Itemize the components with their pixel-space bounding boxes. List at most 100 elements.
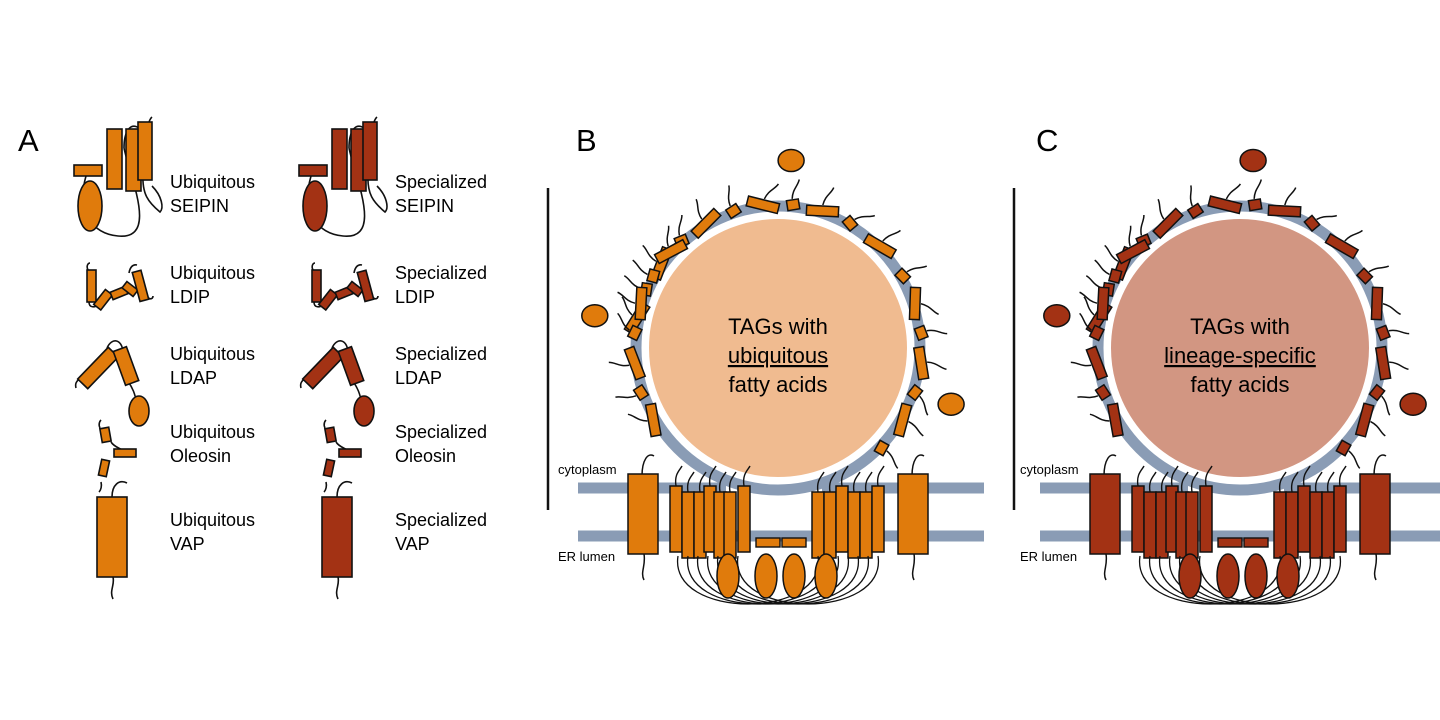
surface-protein — [1267, 187, 1302, 218]
surface-protein — [1152, 198, 1184, 240]
seipin-tm-helix — [723, 491, 737, 559]
vap-protein — [1359, 473, 1391, 555]
seipin-icon — [298, 116, 388, 237]
surface-protein — [1374, 345, 1409, 381]
surface-protein — [653, 225, 689, 265]
vap-icon — [321, 480, 353, 600]
surface-protein — [1247, 179, 1263, 212]
oleosin-icon — [97, 419, 137, 493]
surface-protein — [1077, 383, 1112, 402]
seipin-tm-helix — [1309, 491, 1323, 559]
surface-protein — [785, 179, 801, 212]
legend-label-line2: VAP — [170, 534, 205, 554]
vap-protein — [627, 473, 659, 555]
panel-c-tag-line3: fatty acids — [1190, 372, 1289, 397]
ldip-icon — [86, 262, 154, 311]
seipin-tm-helix — [1131, 485, 1145, 553]
surface-protein — [841, 214, 876, 233]
surface-protein — [805, 187, 840, 218]
panel-b-letter: B — [576, 123, 597, 158]
vap-protein — [897, 473, 929, 555]
legend-label-line1: Specialized — [395, 344, 487, 364]
legend-label-line1: Ubiquitous — [170, 172, 255, 192]
seipin-luminal-domain — [1178, 553, 1202, 599]
seipin-tm-helix — [1321, 491, 1335, 559]
vap-icon — [96, 480, 128, 600]
surface-protein — [906, 383, 929, 416]
ldap-protein — [1239, 148, 1267, 173]
seipin-tm-helix — [669, 485, 683, 553]
panel-b-er-lumen-label: ER lumen — [558, 549, 615, 564]
surface-protein — [1335, 439, 1361, 469]
surface-protein — [912, 345, 947, 381]
legend-label-line2: LDIP — [170, 287, 210, 307]
ldap-protein — [777, 148, 805, 173]
legend-label-line1: Specialized — [395, 263, 487, 283]
legend-label-line1: Specialized — [395, 422, 487, 442]
legend-label-line1: Ubiquitous — [170, 422, 255, 442]
ldap-protein — [937, 392, 965, 416]
surface-protein — [862, 229, 901, 260]
legend-specialized: Specialized SEIPIN Specialized LDIP Speciali… — [298, 116, 487, 600]
surface-protein — [1186, 185, 1205, 220]
panel-c-cytoplasm-label: cytoplasm — [1020, 462, 1079, 477]
panel-b-tag-line1: TAGs with — [728, 314, 828, 339]
seipin-hairpin — [755, 537, 781, 548]
seipin-tm-helix — [737, 485, 751, 553]
legend-label-line2: SEIPIN — [170, 196, 229, 216]
surface-protein — [1070, 345, 1109, 381]
vap-protein — [1089, 473, 1121, 555]
ldap-icon — [299, 340, 375, 427]
surface-protein — [1079, 312, 1105, 342]
surface-protein — [1354, 402, 1386, 438]
seipin-tm-helix — [1273, 491, 1287, 559]
surface-protein — [908, 286, 939, 321]
panel-c-letter: C — [1036, 123, 1058, 158]
surface-protein — [873, 439, 899, 469]
panel-a-letter: A — [18, 123, 39, 158]
surface-protein — [892, 402, 924, 438]
seipin-tm-helix — [1285, 491, 1299, 559]
seipin-tm-helix — [1333, 485, 1347, 553]
seipin-tm-helix — [871, 485, 885, 553]
legend-label-line1: Ubiquitous — [170, 510, 255, 530]
legend-label-line2: Oleosin — [395, 446, 456, 466]
tag-core — [1105, 213, 1375, 483]
ldap-protein — [1043, 303, 1071, 328]
seipin-luminal-domain — [716, 553, 740, 599]
seipin-tm-helix — [1199, 485, 1213, 553]
surface-protein — [1207, 183, 1243, 215]
surface-protein — [1368, 383, 1391, 416]
panel-b-tag-line2: ubiquitous — [728, 343, 828, 368]
oleosin-icon — [322, 419, 362, 493]
surface-protein — [893, 265, 928, 285]
seipin-hairpin — [1243, 537, 1269, 548]
surface-protein — [1375, 324, 1410, 342]
legend-label-line2: Oleosin — [170, 446, 231, 466]
surface-protein — [1324, 229, 1363, 260]
panel-b-lipid-droplet — [578, 148, 984, 605]
seipin-tm-helix — [823, 491, 837, 559]
seipin-luminal-domain — [814, 553, 838, 599]
surface-protein — [1370, 286, 1401, 321]
seipin-hairpin — [1217, 537, 1243, 548]
legend-label-line2: SEIPIN — [395, 196, 454, 216]
panel-b-cytoplasm-label: cytoplasm — [558, 462, 617, 477]
legend-label-line2: LDIP — [395, 287, 435, 307]
seipin-luminal-domain — [782, 553, 806, 599]
surface-protein — [1089, 402, 1124, 438]
seipin-tm-helix — [1143, 491, 1157, 559]
ldap-protein — [1399, 392, 1427, 416]
tag-core — [643, 213, 913, 483]
seipin-tm-helix — [1185, 491, 1199, 559]
surface-protein — [690, 198, 722, 240]
seipin-luminal-domain — [1244, 553, 1268, 599]
seipin-luminal-domain — [754, 553, 778, 599]
surface-protein — [745, 183, 781, 215]
seipin-luminal-domain — [1276, 553, 1300, 599]
seipin-hairpin — [781, 537, 807, 548]
surface-protein — [617, 312, 643, 342]
surface-protein — [1115, 225, 1151, 265]
seipin-tm-helix — [859, 491, 873, 559]
